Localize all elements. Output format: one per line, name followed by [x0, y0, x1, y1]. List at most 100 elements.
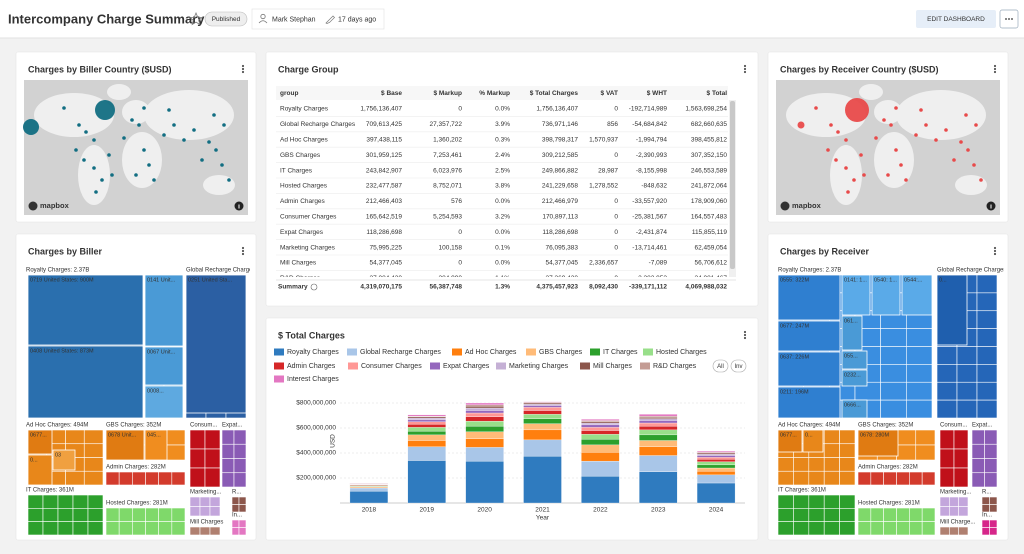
bar-segment [639, 429, 678, 436]
x-tick-label: 2018 [362, 507, 377, 514]
status-label: Published [212, 16, 241, 23]
treemap-node-label: 0211: 196M [780, 389, 809, 395]
table-cell: -7,089 [649, 260, 668, 267]
map-land [786, 93, 866, 137]
treemap-cell [971, 472, 985, 488]
treemap-cell [231, 496, 240, 505]
legend-swatch[interactable] [347, 348, 357, 356]
table-cell: 2.5% [495, 167, 510, 174]
map-dot [844, 166, 848, 170]
treemap-cell [132, 507, 146, 522]
treemap-cell [42, 494, 59, 509]
table-cell: 232,477,587 [366, 183, 403, 190]
y-tick-label: $600,000,000 [296, 425, 336, 432]
table-cell: 75,995,225 [369, 244, 402, 251]
treemap-cell [83, 470, 104, 486]
table-cell: 3.2% [495, 214, 510, 221]
favorite-star[interactable] [188, 11, 204, 26]
map-dot [972, 163, 976, 167]
map-land [107, 84, 131, 100]
map-dot [147, 163, 151, 167]
meta-box [251, 8, 385, 30]
treemap-cell [793, 470, 810, 486]
legend-swatch[interactable] [274, 375, 284, 383]
bar-segment [523, 405, 562, 408]
treemap-cell [936, 399, 958, 419]
bar-segment [407, 430, 446, 436]
table-cell: 62,459,054 [694, 244, 727, 251]
table-cell: -192,714,989 [629, 106, 668, 113]
legend-swatch[interactable] [274, 362, 284, 370]
treemap-cell [939, 506, 950, 517]
bar-segment [639, 415, 678, 418]
legend-swatch[interactable] [580, 362, 590, 370]
bar-segment [407, 440, 446, 447]
legend-swatch[interactable] [452, 348, 462, 356]
bar-segment [581, 424, 620, 428]
x-tick-label: 2019 [420, 507, 435, 514]
bar-segment [407, 427, 446, 432]
map-dot [92, 138, 96, 142]
bar-segment [465, 447, 504, 462]
treemap-cell [857, 471, 872, 486]
bar-segment [523, 418, 562, 424]
legend-swatch[interactable] [430, 362, 440, 370]
map-dot [846, 190, 850, 194]
legend-label: GBS Charges [539, 349, 583, 356]
treemap-cell [238, 527, 247, 536]
menu-dot [241, 70, 245, 74]
treemap-cell [956, 364, 978, 383]
bar-segment [696, 454, 736, 456]
treemap-cell [199, 526, 211, 536]
treemap-node [777, 351, 841, 387]
bar-segment [465, 407, 504, 411]
table-cell: 576 [451, 198, 462, 205]
legend-swatch[interactable] [526, 348, 536, 356]
map-dot [100, 178, 104, 182]
panel-title: Charges by Biller Country ($USD) [28, 64, 172, 74]
map-land [955, 175, 987, 195]
legend-swatch[interactable] [640, 362, 650, 370]
table-cell: 682,660,635 [691, 121, 728, 128]
table-cell: 1,563,698,254 [685, 106, 727, 113]
edit-dashboard-button[interactable] [916, 10, 996, 28]
treemap-cell [989, 504, 998, 513]
map-dot [122, 136, 126, 140]
treemap-cell [870, 521, 884, 536]
treemap-node [901, 274, 933, 316]
treemap-cell [72, 508, 89, 522]
scrollbar-thumb[interactable] [730, 101, 735, 269]
legend-swatch[interactable] [348, 362, 358, 370]
map-dot [826, 148, 830, 152]
treemap-cell [936, 364, 958, 383]
map-dot [914, 133, 918, 137]
table-cell: 118,286,698 [542, 229, 578, 236]
treemap-cell [233, 443, 247, 459]
treemap-cell [906, 364, 933, 383]
legend-swatch[interactable] [643, 348, 653, 356]
author: Mark Stephan [272, 16, 316, 23]
legend-swatch[interactable] [496, 362, 506, 370]
map-dot [966, 148, 970, 152]
bar-segment [581, 430, 620, 435]
treemap-node-label: 0540: 1... [874, 277, 897, 283]
bar-segment [465, 404, 504, 407]
treemap-node-label: 0141: 1... [844, 277, 867, 283]
table-cell: 212,466,979 [542, 198, 579, 205]
legend-button[interactable] [730, 359, 747, 373]
legend-button[interactable] [712, 359, 729, 373]
map-land [859, 84, 883, 100]
menu-dot [241, 64, 245, 68]
legend-swatch[interactable] [590, 348, 600, 356]
bar-segment [581, 419, 620, 421]
treemap-group-label: Royalty Charges: 2.37B [26, 268, 89, 274]
legend-label: Royalty Charges [287, 349, 339, 356]
summary-cell: Summary [278, 284, 308, 291]
legend-swatch[interactable] [274, 348, 284, 356]
treemap-cell [118, 507, 133, 522]
x-tick-label: 2024 [709, 507, 724, 514]
treemap-cell [777, 457, 794, 472]
treemap-cell [958, 526, 969, 536]
table-cell: 0 [614, 198, 618, 205]
map-dot [62, 106, 66, 110]
